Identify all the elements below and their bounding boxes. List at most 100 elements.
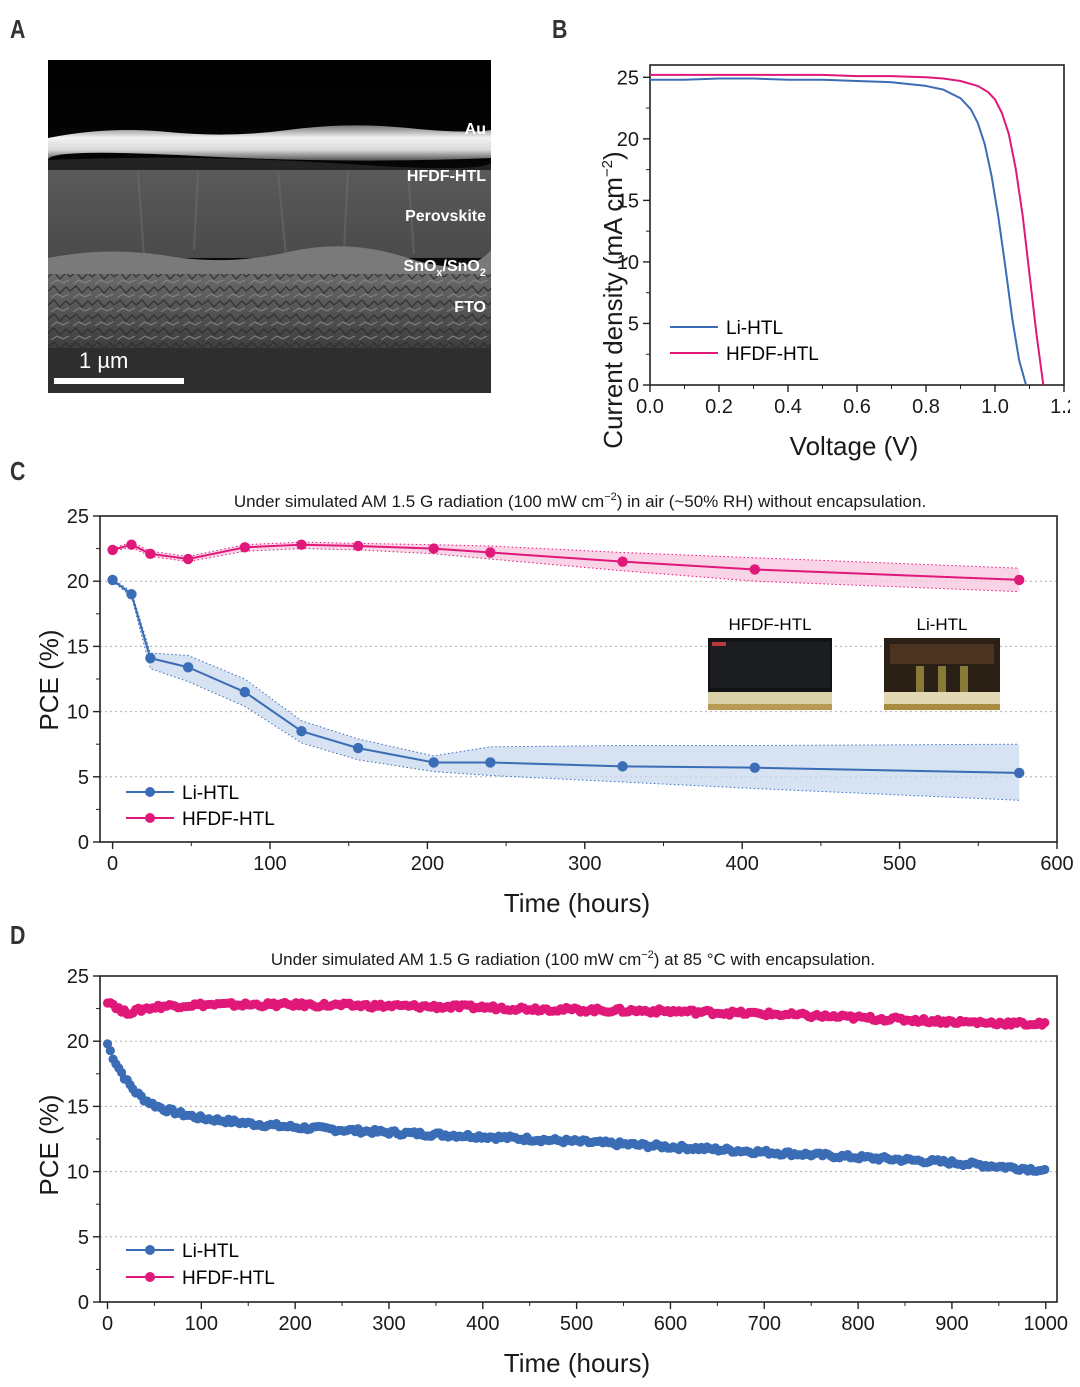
x-tick-label: 600 — [1040, 853, 1073, 875]
device-photo-li — [884, 638, 1000, 710]
data-point-li — [126, 589, 137, 600]
data-point-li — [485, 757, 496, 768]
y-tick-label: 0 — [628, 375, 639, 397]
photo-label-li: Li-HTL — [916, 615, 967, 634]
x-tick-label: 500 — [560, 1313, 593, 1335]
y-tick-label: 0 — [78, 832, 89, 854]
data-point-li — [428, 757, 439, 768]
x-tick-label: 300 — [372, 1313, 405, 1335]
legend-marker-li — [145, 1245, 155, 1255]
data-point-hfdf — [617, 556, 628, 567]
chart-c-title: Under simulated AM 1.5 G radiation (100 … — [234, 491, 926, 511]
stability-chart-air: Under simulated AM 1.5 G radiation (100 … — [34, 491, 1074, 918]
data-point-li — [749, 762, 760, 773]
panel-label-d: D — [10, 920, 26, 950]
chart-d-title: Under simulated AM 1.5 G radiation (100 … — [271, 949, 875, 969]
x-tick-label: 0.2 — [705, 396, 733, 418]
series-line-li — [111, 579, 1020, 774]
panel-label-b: B — [552, 14, 568, 44]
legend-label-li: Li-HTL — [182, 783, 239, 804]
chart-b-ylabel: Current density (mA cm−2) — [598, 151, 628, 448]
legend-label-hfdf: HFDF-HTL — [726, 344, 819, 365]
scale-bar — [54, 378, 184, 384]
scale-bar-label: 1 µm — [79, 348, 128, 373]
legend-label-hfdf: HFDF-HTL — [182, 1268, 275, 1289]
data-point-hfdf — [107, 544, 118, 556]
data-point-li — [107, 574, 118, 586]
series-line-hfdf — [650, 73, 1045, 386]
x-tick-label: 100 — [253, 853, 286, 875]
data-point-li — [145, 652, 156, 664]
legend-label-li: Li-HTL — [182, 1241, 239, 1262]
x-tick-label: 0.8 — [912, 396, 940, 418]
chart-d-legend: Li-HTL HFDF-HTL — [126, 1241, 275, 1289]
data-point-hfdf — [296, 539, 307, 550]
chart-c-legend: Li-HTL HFDF-HTL — [126, 783, 275, 830]
y-tick-label: 25 — [67, 506, 89, 528]
y-tick-label: 20 — [67, 571, 89, 593]
data-point-li — [105, 1045, 115, 1056]
y-tick-label: 15 — [67, 1096, 89, 1118]
layer-label-au: Au — [465, 121, 486, 138]
layer-label-fto: FTO — [454, 299, 486, 316]
data-point-hfdf — [1014, 574, 1025, 586]
error-band-li — [112, 578, 1020, 801]
x-tick-label: 400 — [726, 853, 759, 875]
series-line-li — [650, 77, 1028, 386]
data-point-hfdf — [1040, 1018, 1050, 1028]
legend-marker-hfdf — [145, 1272, 155, 1282]
chart-d-xlabel: Time (hours) — [504, 1348, 650, 1378]
chart-b-legend: Li-HTL HFDF-HTL — [670, 318, 819, 365]
y-tick-label: 25 — [67, 966, 89, 988]
y-tick-label: 10 — [67, 1162, 89, 1184]
x-tick-label: 200 — [411, 853, 444, 875]
x-tick-label: 100 — [185, 1313, 218, 1335]
x-tick-label: 0.0 — [636, 396, 664, 418]
x-tick-label: 900 — [935, 1313, 968, 1335]
layer-label-sno: SnOx/SnO2 — [404, 258, 486, 279]
x-tick-label: 300 — [568, 853, 601, 875]
x-tick-label: 500 — [883, 853, 916, 875]
y-tick-label: 5 — [628, 313, 639, 335]
data-point-li — [296, 725, 307, 737]
x-tick-label: 800 — [841, 1313, 874, 1335]
y-tick-label: 15 — [67, 636, 89, 658]
data-point-hfdf — [145, 548, 156, 560]
x-tick-label: 0.6 — [843, 396, 871, 418]
y-tick-label: 20 — [67, 1031, 89, 1053]
data-point-hfdf — [182, 553, 194, 565]
panel-label-a: A — [10, 14, 26, 44]
data-point-hfdf — [428, 543, 439, 554]
x-tick-label: 0 — [102, 1313, 113, 1335]
data-point-li — [617, 761, 628, 772]
y-tick-label: 20 — [617, 129, 639, 151]
panel-label-c: C — [10, 456, 26, 486]
data-point-hfdf — [485, 547, 496, 558]
band-upper-edge — [112, 578, 1020, 757]
legend-marker-li — [145, 787, 155, 797]
device-photo-hfdf — [708, 638, 832, 710]
data-point-li — [182, 662, 194, 673]
y-tick-label: 0 — [78, 1292, 89, 1314]
x-tick-label: 1.0 — [981, 396, 1009, 418]
legend-marker-hfdf — [145, 813, 155, 823]
data-point-hfdf — [126, 539, 137, 550]
band-lower-edge — [112, 580, 1020, 801]
data-point-li — [1040, 1164, 1050, 1175]
legend-label-hfdf: HFDF-HTL — [182, 809, 275, 830]
data-point-hfdf — [749, 564, 760, 575]
error-band-hfdf — [112, 542, 1020, 592]
sem-micrograph: 1 µm Au HFDF-HTL Perovskite SnOx/SnO2 FT… — [48, 60, 491, 393]
data-point-hfdf — [352, 540, 364, 552]
y-tick-label: 5 — [78, 1227, 89, 1249]
chart-b-xlabel: Voltage (V) — [790, 431, 919, 461]
chart-c-ylabel: PCE (%) — [34, 629, 64, 730]
stability-chart-85c: Under simulated AM 1.5 G radiation (100 … — [34, 949, 1068, 1378]
data-point-li — [352, 742, 364, 754]
y-tick-label: 10 — [617, 252, 639, 274]
legend-label-li: Li-HTL — [726, 318, 783, 339]
x-tick-label: 200 — [278, 1313, 311, 1335]
x-tick-label: 0 — [107, 853, 118, 875]
data-point-hfdf — [239, 542, 251, 553]
data-point-li — [1014, 767, 1025, 779]
